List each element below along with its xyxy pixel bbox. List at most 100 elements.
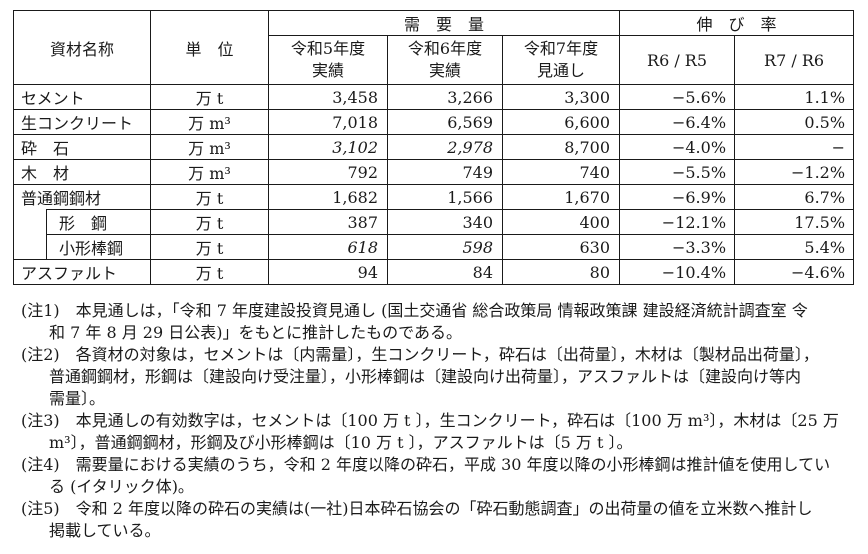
- table-row-small-bar-steel: 小形棒鋼 万 t 618 598 630 −3.3% 5.4%: [14, 234, 855, 260]
- r5-value-cell: 7,018: [268, 109, 389, 135]
- r7-value-cell: 3,300: [502, 84, 621, 110]
- unit-cell: 万 m³: [150, 159, 270, 185]
- r6-value-cell-estimated: 598: [387, 234, 504, 260]
- growth-r6r5-cell: −10.4%: [619, 259, 736, 285]
- r7-value-cell: 6,600: [502, 109, 621, 135]
- r5-value-cell-estimated: 618: [268, 234, 389, 260]
- growth-r6r5-cell: −6.4%: [619, 109, 736, 135]
- material-name-cell: 生コンクリート: [12, 109, 152, 135]
- growth-r7r6-cell: 1.1%: [734, 84, 855, 110]
- sub-row-indent-cell: [13, 209, 47, 260]
- footnote-line: (注3) 本見通しの有効数字は，セメントは〔100 万 t 〕，生コンクリート，…: [21, 411, 839, 430]
- growth-r7r6-cell: −4.6%: [734, 259, 855, 285]
- material-name-cell: 木 材: [12, 159, 152, 185]
- r7-value-cell: 80: [502, 259, 621, 285]
- r7-value-cell: 400: [502, 209, 621, 235]
- header-sub-row: 令和5年度 実績 令和6年度 実績 令和7年度 見通し R6 / R5 R7 /…: [14, 35, 855, 85]
- footnote-line: (注5) 令和 2 年度以降の砕石の実績は(一社)日本砕石協会の「砕石動態調査」…: [21, 499, 813, 518]
- footnote-line: 掲載している。: [49, 521, 161, 540]
- header-r5-line2: 実績: [312, 61, 345, 80]
- growth-r6r5-cell: −5.5%: [619, 159, 736, 185]
- unit-cell: 万 t: [150, 209, 270, 235]
- r6-value-cell: 1,566: [387, 184, 504, 210]
- r5-value-cell: 94: [268, 259, 389, 285]
- unit-cell: 万 t: [150, 234, 270, 260]
- material-name-cell: セメント: [12, 84, 152, 110]
- r5-value-cell: 387: [268, 209, 389, 235]
- growth-r7r6-cell: 5.4%: [734, 234, 855, 260]
- header-unit: 単 位: [150, 10, 270, 85]
- footnote-3: (注3) 本見通しの有効数字は，セメントは〔100 万 t 〕，生コンクリート，…: [21, 410, 861, 454]
- unit-cell: 万 m³: [150, 109, 270, 135]
- footnote-line: 需量〕。: [49, 389, 106, 408]
- r6-value-cell: 3,266: [387, 84, 504, 110]
- footnote-line: 普通鋼鋼材，形鋼は〔建設向け受注量〕，小形棒鋼は〔建設向け出荷量〕，アスファルト…: [49, 367, 802, 386]
- footnote-line: (注2) 各資材の対象は，セメントは〔内需量〕，生コンクリート，砕石は〔出荷量〕…: [21, 345, 819, 364]
- table-row-shaped-steel: 形 鋼 万 t 387 340 400 −12.1% 17.5%: [13, 209, 855, 260]
- r6-value-cell-estimated: 2,978: [387, 134, 504, 160]
- table-row-ready-mixed-concrete: 生コンクリート 万 m³ 7,018 6,569 6,600 −6.4% 0.5…: [12, 109, 855, 135]
- r7-value-cell: 1,670: [502, 184, 621, 210]
- growth-r6r5-cell: −6.9%: [619, 184, 736, 210]
- growth-r6r5-cell: −3.3%: [619, 234, 736, 260]
- footnote-line: (注1) 本見通しは，「令和 7 年度建設投資見通し (国土交通省 総合政策局 …: [21, 301, 808, 320]
- growth-r7r6-cell: 0.5%: [734, 109, 855, 135]
- r7-value-cell: 630: [502, 234, 621, 260]
- r6-value-cell: 84: [387, 259, 504, 285]
- r6-value-cell: 340: [387, 209, 504, 235]
- unit-cell: 万 t: [150, 184, 270, 210]
- footnote-1: (注1) 本見通しは，「令和 7 年度建設投資見通し (国土交通省 総合政策局 …: [21, 300, 861, 344]
- growth-r7r6-cell: −1.2%: [734, 159, 855, 185]
- growth-r7r6-cell: 6.7%: [734, 184, 855, 210]
- unit-cell: 万 m³: [150, 134, 270, 160]
- header-growth-r7r6: R7 / R6: [734, 35, 855, 85]
- footnote-line: る (イタリック体)。: [49, 477, 194, 496]
- table-row-ordinary-steel: 普通鋼鋼材 万 t 1,682 1,566 1,670 −6.9% 6.7%: [12, 184, 855, 210]
- header-r6-line1: 令和6年度: [407, 39, 483, 58]
- footnote-4: (注4) 需要量における実績のうち，令和 2 年度以降の砕石，平成 30 年度以…: [21, 454, 861, 498]
- growth-r7r6-cell: −: [734, 134, 855, 160]
- material-name-cell: 砕 石: [12, 134, 152, 160]
- footnote-2: (注2) 各資材の対象は，セメントは〔内需量〕，生コンクリート，砕石は〔出荷量〕…: [21, 344, 861, 410]
- materials-demand-table: 資材名称 単 位 需 要 量 伸 び 率 令和5年度 実績 令和6年度 実績 令…: [12, 10, 855, 285]
- material-name-cell: アスファルト: [12, 259, 152, 285]
- r5-value-cell: 1,682: [268, 184, 389, 210]
- header-group-row: 資材名称 単 位 需 要 量 伸 び 率: [12, 10, 855, 85]
- footnote-line: (注4) 需要量における実績のうち，令和 2 年度以降の砕石，平成 30 年度以…: [21, 455, 831, 474]
- header-demand-group: 需 要 量: [268, 10, 621, 36]
- footnote-5: (注5) 令和 2 年度以降の砕石の実績は(一社)日本砕石協会の「砕石動態調査」…: [21, 498, 861, 542]
- header-r5-line1: 令和5年度: [290, 39, 366, 58]
- header-r7-line1: 令和7年度: [523, 39, 599, 58]
- header-growth-group: 伸 び 率: [619, 10, 855, 36]
- unit-cell: 万 t: [150, 84, 270, 110]
- header-r6-actual: 令和6年度 実績: [387, 35, 504, 85]
- footnote-line: m³〕，普通鋼鋼材，形鋼及び小形棒鋼は〔10 万 t 〕，アスファルトは〔5 万…: [49, 433, 633, 452]
- table-row-crushed-stone: 砕 石 万 m³ 3,102 2,978 8,700 −4.0% −: [12, 134, 855, 160]
- unit-cell: 万 t: [150, 259, 270, 285]
- growth-r6r5-cell: −12.1%: [619, 209, 736, 235]
- material-name-cell: 普通鋼鋼材: [12, 184, 152, 210]
- footnote-line: 和 7 年 8 月 29 日公表)」をもとに推計したものである。: [49, 323, 462, 342]
- header-r7-line2: 見通し: [537, 61, 586, 80]
- material-name-cell: 形 鋼: [45, 209, 152, 235]
- growth-r6r5-cell: −4.0%: [619, 134, 736, 160]
- growth-r6r5-cell: −5.6%: [619, 84, 736, 110]
- r6-value-cell: 749: [387, 159, 504, 185]
- header-r6-line2: 実績: [429, 61, 462, 80]
- r7-value-cell: 740: [502, 159, 621, 185]
- table-row-cement: セメント 万 t 3,458 3,266 3,300 −5.6% 1.1%: [12, 84, 855, 110]
- header-r7-outlook: 令和7年度 見通し: [502, 35, 621, 85]
- r7-value-cell: 8,700: [502, 134, 621, 160]
- growth-r7r6-cell: 17.5%: [734, 209, 855, 235]
- header-r5-actual: 令和5年度 実績: [268, 35, 389, 85]
- r5-value-cell-estimated: 3,102: [268, 134, 389, 160]
- r5-value-cell: 792: [268, 159, 389, 185]
- header-growth-r6r5: R6 / R5: [619, 35, 736, 85]
- table-row-asphalt: アスファルト 万 t 94 84 80 −10.4% −4.6%: [12, 259, 855, 285]
- r6-value-cell: 6,569: [387, 109, 504, 135]
- r5-value-cell: 3,458: [268, 84, 389, 110]
- material-name-cell: 小形棒鋼: [45, 234, 152, 260]
- table-row-lumber: 木 材 万 m³ 792 749 740 −5.5% −1.2%: [12, 159, 855, 185]
- header-material: 資材名称: [12, 10, 152, 85]
